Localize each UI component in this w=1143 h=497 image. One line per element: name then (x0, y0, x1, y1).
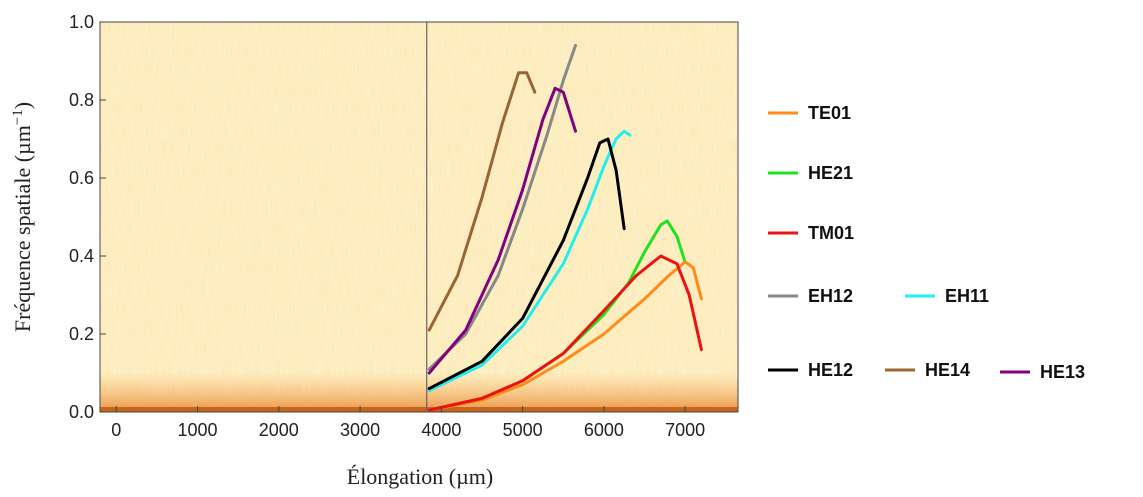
floor (100, 407, 738, 412)
y-label-sup: −1 (10, 109, 26, 125)
y-label-end: ) (10, 102, 35, 109)
x-tick-label: 7000 (665, 420, 705, 440)
y-tick-label: 0.2 (69, 324, 94, 344)
series-line (427, 254, 703, 412)
series-line (427, 43, 577, 371)
x-tick-label: 6000 (584, 420, 624, 440)
legend-label: TM01 (808, 223, 854, 243)
x-tick-label: 1000 (178, 420, 218, 440)
legend-label: HE13 (1040, 362, 1085, 382)
spectrogram (99, 21, 739, 413)
x-tick-label: 0 (111, 420, 121, 440)
frame (99, 21, 739, 413)
y-axis-label: Fréquence spatiale (µm−1) (10, 102, 35, 332)
low-band (100, 372, 738, 412)
series-line (427, 86, 577, 375)
y-tick-label: 0.0 (69, 402, 94, 422)
x-tick-label: 2000 (259, 420, 299, 440)
y-tick-label: 1.0 (69, 12, 94, 32)
y-tick-label: 0.6 (69, 168, 94, 188)
x-axis-label: Élongation (µm) (347, 464, 493, 489)
x-tick-label: 3000 (340, 420, 380, 440)
x-tick-label: 5000 (503, 420, 543, 440)
legend-label: HE14 (925, 360, 970, 380)
series-line (427, 71, 537, 332)
legend-label: TE01 (808, 103, 851, 123)
y-tick-label: 0.4 (69, 246, 94, 266)
plot-area (427, 43, 703, 412)
series-line (427, 260, 703, 412)
x-tick-label: 4000 (421, 420, 461, 440)
legend-label: HE12 (808, 360, 853, 380)
y-label-text: Fréquence spatiale (µm (10, 125, 35, 332)
texture (100, 22, 738, 412)
legend-label: HE21 (808, 163, 853, 183)
series-line (427, 129, 632, 393)
series-line (427, 137, 626, 391)
legend-label: EH12 (808, 286, 853, 306)
y-tick-label: 0.8 (69, 90, 94, 110)
legend-label: EH11 (945, 286, 989, 306)
